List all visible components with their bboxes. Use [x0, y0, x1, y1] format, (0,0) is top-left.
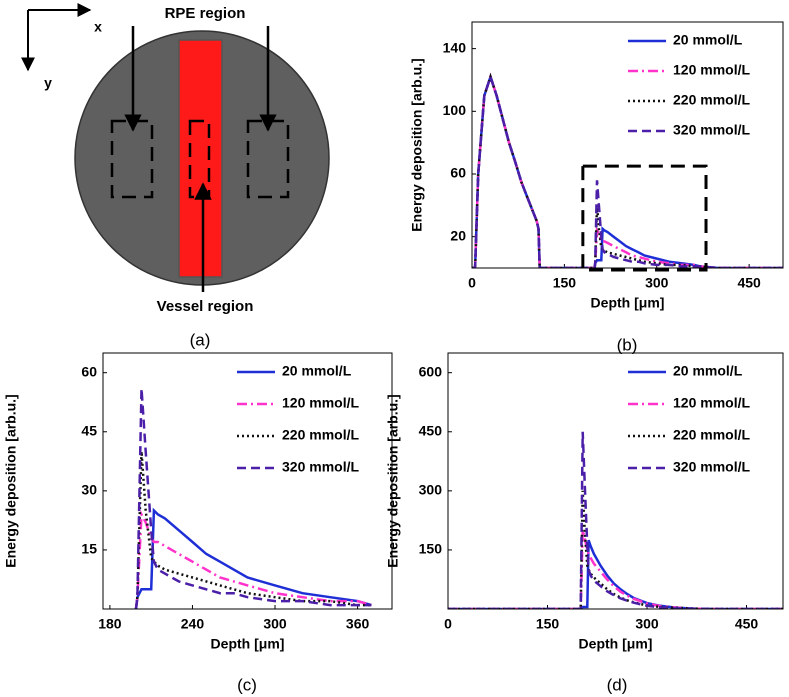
region-label: RPE region	[165, 5, 246, 22]
legend-label: 320 mmol/L	[673, 122, 750, 138]
x-tick-label: 300	[645, 275, 669, 291]
diagram: x y RPE region Vessel region (a)	[21, 3, 330, 349]
y-tick-label: 450	[419, 422, 443, 438]
vessel-box	[188, 119, 211, 199]
legend-label: 220 mmol/L	[673, 92, 750, 108]
y-tick-label: 30	[81, 482, 97, 498]
plot-lines	[472, 72, 783, 268]
region-label: Vessel region	[157, 298, 254, 315]
legend-label: 120 mmol/L	[282, 395, 359, 411]
series-line	[448, 490, 783, 609]
series-line	[472, 72, 783, 268]
vessel-band	[178, 39, 223, 278]
y-tick-label: 140	[443, 39, 467, 55]
panel-label: (b)	[617, 335, 638, 354]
legend-label: 120 mmol/L	[673, 62, 750, 78]
legend-label: 120 mmol/L	[673, 395, 750, 411]
y-axis-label: Energy deposition [arb.u.]	[385, 394, 401, 567]
legend-label: 20 mmol/L	[282, 363, 352, 379]
x-tick-label: 150	[553, 275, 577, 291]
panel-label: (a)	[190, 330, 211, 349]
x-axis-label: Depth [μm]	[591, 295, 665, 311]
x-tick-label: 450	[737, 275, 761, 291]
y-tick-label: 60	[450, 165, 466, 181]
series-line	[448, 539, 783, 609]
rpe-box	[246, 119, 290, 199]
zoom-box	[581, 164, 708, 272]
y-tick-label: 60	[81, 363, 97, 379]
panel-label: (d)	[607, 675, 628, 694]
series-line	[448, 529, 783, 609]
y-tick-label: 15	[81, 541, 97, 557]
y-tick-label: 20	[450, 227, 466, 243]
y-tick-label: 600	[419, 363, 443, 379]
y-tick-label: 100	[443, 102, 467, 118]
series-line	[134, 388, 372, 609]
legend-label: 20 mmol/L	[673, 363, 743, 379]
panel-label: (c)	[237, 675, 257, 694]
y-tick-label: 45	[81, 422, 97, 438]
y-axis-label: Energy deposition [arb.u.]	[3, 394, 19, 567]
x-axis-label: Depth [μm]	[579, 636, 653, 652]
x-tick-label: 240	[181, 616, 205, 632]
x-tick-label: 0	[444, 616, 452, 632]
x-tick-label: 300	[635, 616, 659, 632]
y-tick-label: 300	[419, 482, 443, 498]
x-axis-label: Depth [μm]	[211, 636, 285, 652]
x-tick-label: 150	[536, 616, 560, 632]
series-line	[134, 507, 372, 609]
plot-lines	[134, 388, 372, 609]
series-line	[134, 509, 372, 609]
x-tick-label: 300	[263, 616, 287, 632]
axis-label: y	[44, 75, 52, 91]
y-axis-label: Energy deposition [arb.u.]	[409, 58, 425, 231]
rpe-box	[110, 119, 154, 199]
x-tick-label: 360	[346, 616, 370, 632]
plot-frame	[471, 21, 784, 269]
plot-frame	[447, 352, 784, 610]
x-tick-label: 0	[468, 275, 476, 291]
legend-label: 320 mmol/L	[282, 459, 359, 475]
x-tick-label: 450	[735, 616, 759, 632]
legend-label: 20 mmol/L	[673, 32, 743, 48]
y-tick-label: 150	[419, 541, 443, 557]
plot-frame	[102, 352, 393, 610]
legend-label: 220 mmol/L	[282, 427, 359, 443]
series-line	[134, 451, 372, 609]
axis-label: x	[94, 19, 102, 35]
x-tick-label: 180	[98, 616, 122, 632]
legend-label: 320 mmol/L	[673, 459, 750, 475]
legend-label: 220 mmol/L	[673, 427, 750, 443]
